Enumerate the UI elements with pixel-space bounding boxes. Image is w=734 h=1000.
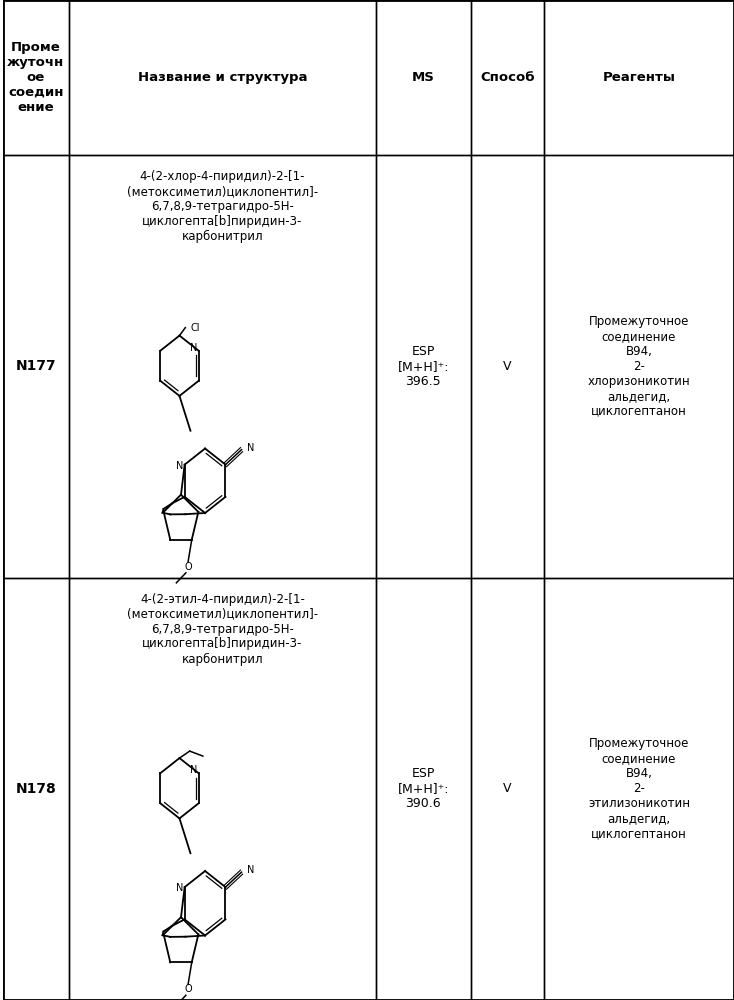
Text: Проме
жуточн
ое
соедин
ение: Проме жуточн ое соедин ение xyxy=(7,41,65,114)
Text: N: N xyxy=(176,883,184,893)
Text: O: O xyxy=(184,562,192,572)
Text: V: V xyxy=(503,782,512,795)
Text: N: N xyxy=(190,343,197,353)
Bar xyxy=(3,155,69,578)
Text: N: N xyxy=(247,865,254,875)
Bar xyxy=(69,0,376,155)
Text: N177: N177 xyxy=(15,359,57,373)
Bar xyxy=(470,155,544,578)
Text: N: N xyxy=(190,765,197,775)
Text: 4-(2-хлор-4-пиридил)-2-[1-
(метоксиметил)циклопентил]-
6,7,8,9-тетрагидро-5Н-
ци: 4-(2-хлор-4-пиридил)-2-[1- (метоксиметил… xyxy=(127,170,318,243)
Bar xyxy=(3,0,69,155)
Bar xyxy=(544,155,734,578)
Bar xyxy=(376,155,470,578)
Text: Реагенты: Реагенты xyxy=(603,71,675,84)
Text: Промежуточное
соединение
B94,
2-
хлоризоникотин
альдегид,
циклогептанон: Промежуточное соединение B94, 2- хлоризо… xyxy=(588,315,690,418)
Text: V: V xyxy=(503,360,512,373)
Text: N: N xyxy=(247,443,254,453)
Bar xyxy=(470,0,544,155)
Text: Способ: Способ xyxy=(480,71,534,84)
Text: Название и структура: Название и структура xyxy=(137,71,307,84)
Bar xyxy=(376,578,470,1000)
Bar xyxy=(3,578,69,1000)
Text: MS: MS xyxy=(412,71,435,84)
Text: Промежуточное
соединение
B94,
2-
этилизоникотин
альдегид,
циклогептанон: Промежуточное соединение B94, 2- этилизо… xyxy=(588,737,690,840)
Bar xyxy=(69,578,376,1000)
Text: O: O xyxy=(184,984,192,994)
Bar xyxy=(470,578,544,1000)
Bar xyxy=(544,578,734,1000)
Text: ESP
[M+H]⁺:
396.5: ESP [M+H]⁺: 396.5 xyxy=(398,345,449,388)
Text: Cl: Cl xyxy=(190,323,200,333)
Text: 4-(2-этил-4-пиридил)-2-[1-
(метоксиметил)циклопентил]-
6,7,8,9-тетрагидро-5Н-
ци: 4-(2-этил-4-пиридил)-2-[1- (метоксиметил… xyxy=(127,592,318,666)
Bar xyxy=(69,155,376,578)
Bar xyxy=(544,0,734,155)
Text: ESP
[M+H]⁺:
390.6: ESP [M+H]⁺: 390.6 xyxy=(398,767,449,810)
Bar xyxy=(376,0,470,155)
Text: N178: N178 xyxy=(15,782,57,796)
Text: N: N xyxy=(176,461,184,471)
